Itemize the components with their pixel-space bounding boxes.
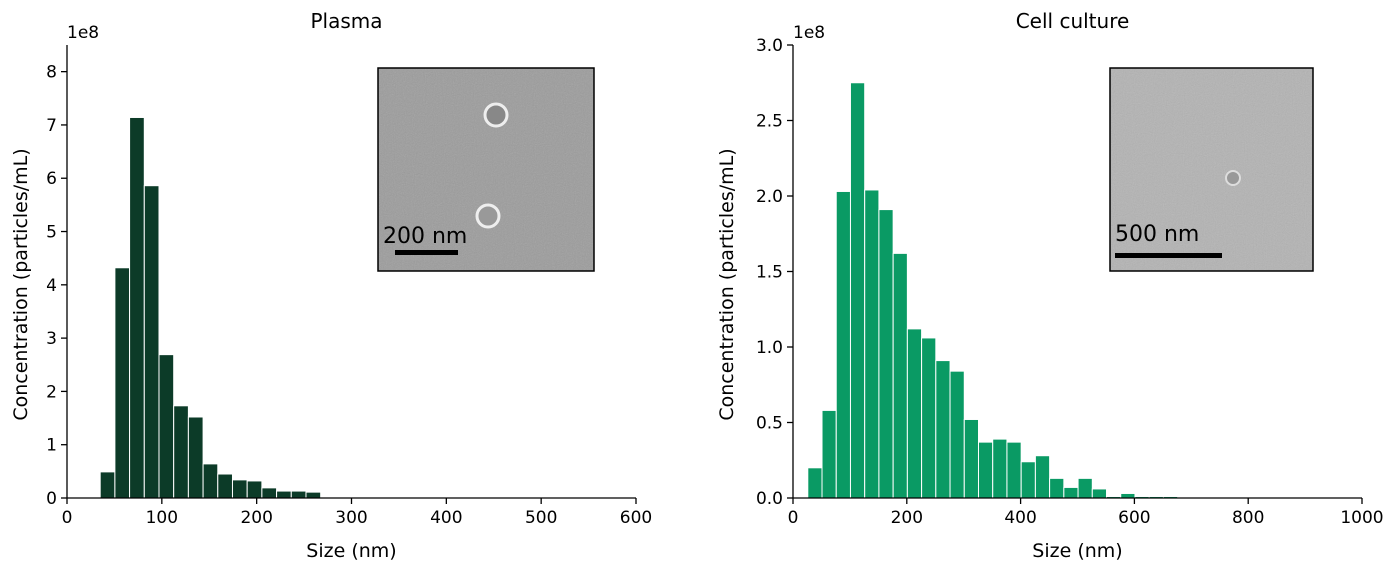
bar [173, 405, 189, 499]
bar [935, 360, 951, 499]
x-tick-label: 400 [1004, 508, 1036, 528]
y-tick-label: 2.0 [756, 187, 783, 207]
y-tick-label: 0 [46, 489, 57, 509]
scale-bar-label: 500 nm [1115, 222, 1199, 247]
bar [231, 479, 248, 499]
chart-title: Cell culture [1016, 9, 1130, 33]
x-tick-label: 0 [62, 508, 73, 528]
bar [290, 490, 307, 499]
y-tick-label: 2 [46, 382, 57, 402]
scale-bar-label: 200 nm [383, 224, 467, 249]
bar [261, 487, 278, 499]
bar [1020, 461, 1036, 499]
bar [892, 252, 908, 499]
y-tick-label: 6 [46, 169, 57, 189]
x-tick-label: 0 [788, 508, 799, 528]
x-tick-label: 1000 [1340, 508, 1383, 528]
bar [1120, 492, 1136, 499]
bar [992, 438, 1008, 499]
y-tick-label: 4 [46, 276, 57, 296]
bar [1091, 488, 1108, 499]
y-tick-label: 0.5 [756, 414, 783, 434]
x-tick-label: 600 [620, 508, 652, 528]
bar [99, 471, 116, 499]
bar [1063, 486, 1079, 499]
y-axis-label: Concentration (particles/mL) [716, 148, 738, 420]
y-tick-label: 0.0 [756, 489, 783, 509]
bar [305, 491, 322, 499]
bar [821, 409, 837, 499]
bar [878, 209, 894, 499]
offset-label: 1e8 [793, 23, 825, 43]
x-tick-label: 600 [1118, 508, 1150, 528]
x-axis-label: Size (nm) [306, 540, 396, 562]
offset-label: 1e8 [67, 23, 99, 43]
x-axis-label: Size (nm) [1032, 540, 1122, 562]
panel: 0 200 400 600 800 1000 0.0 0.5 1.0 1.5 2.0 2.5 3.0 1e… [716, 9, 1384, 562]
bar [963, 418, 979, 499]
bar [143, 185, 160, 499]
y-tick-label: 7 [46, 116, 57, 136]
y-tick-label: 3.0 [756, 36, 783, 56]
x-tick-label: 200 [240, 508, 272, 528]
bar [187, 416, 204, 499]
x-tick-label: 300 [335, 508, 367, 528]
x-tick-label: 100 [146, 508, 178, 528]
panel: 0 100 200 300 400 500 600 0 1 2 3 4 5 6 7 8 1e8 Plasma Siz… [10, 9, 652, 562]
bar [217, 473, 233, 499]
bar [864, 189, 880, 499]
y-tick-label: 1.5 [756, 263, 783, 283]
x-tick-label: 400 [430, 508, 462, 528]
inset-plasma: 200 nm [377, 67, 595, 272]
bar [129, 116, 145, 499]
bar [906, 328, 923, 499]
bar [1006, 441, 1022, 499]
inset-cell-culture: 500 nm [1109, 67, 1314, 272]
bar [1049, 477, 1065, 499]
bar [246, 480, 263, 499]
y-tick-label: 5 [46, 223, 57, 243]
y-axis-label: Concentration (particles/mL) [10, 148, 32, 420]
y-tick-label: 8 [46, 63, 57, 83]
bar [114, 267, 131, 499]
y-tick-label: 1 [46, 436, 57, 456]
chart-title: Plasma [310, 9, 382, 33]
y-tick-label: 1.0 [756, 338, 783, 358]
bar [977, 441, 994, 499]
y-tick-label: 3 [46, 329, 57, 349]
bar [835, 190, 851, 499]
bar [1077, 477, 1093, 499]
bar [807, 467, 823, 499]
bar [1034, 455, 1051, 499]
bar [921, 337, 937, 499]
x-tick-label: 500 [525, 508, 557, 528]
y-tick-label: 2.5 [756, 112, 783, 132]
bar [849, 82, 866, 499]
x-tick-label: 800 [1232, 508, 1264, 528]
bar [202, 463, 219, 499]
x-tick-label: 200 [891, 508, 923, 528]
bar [158, 354, 175, 499]
bar [276, 490, 292, 499]
bar [949, 370, 965, 499]
